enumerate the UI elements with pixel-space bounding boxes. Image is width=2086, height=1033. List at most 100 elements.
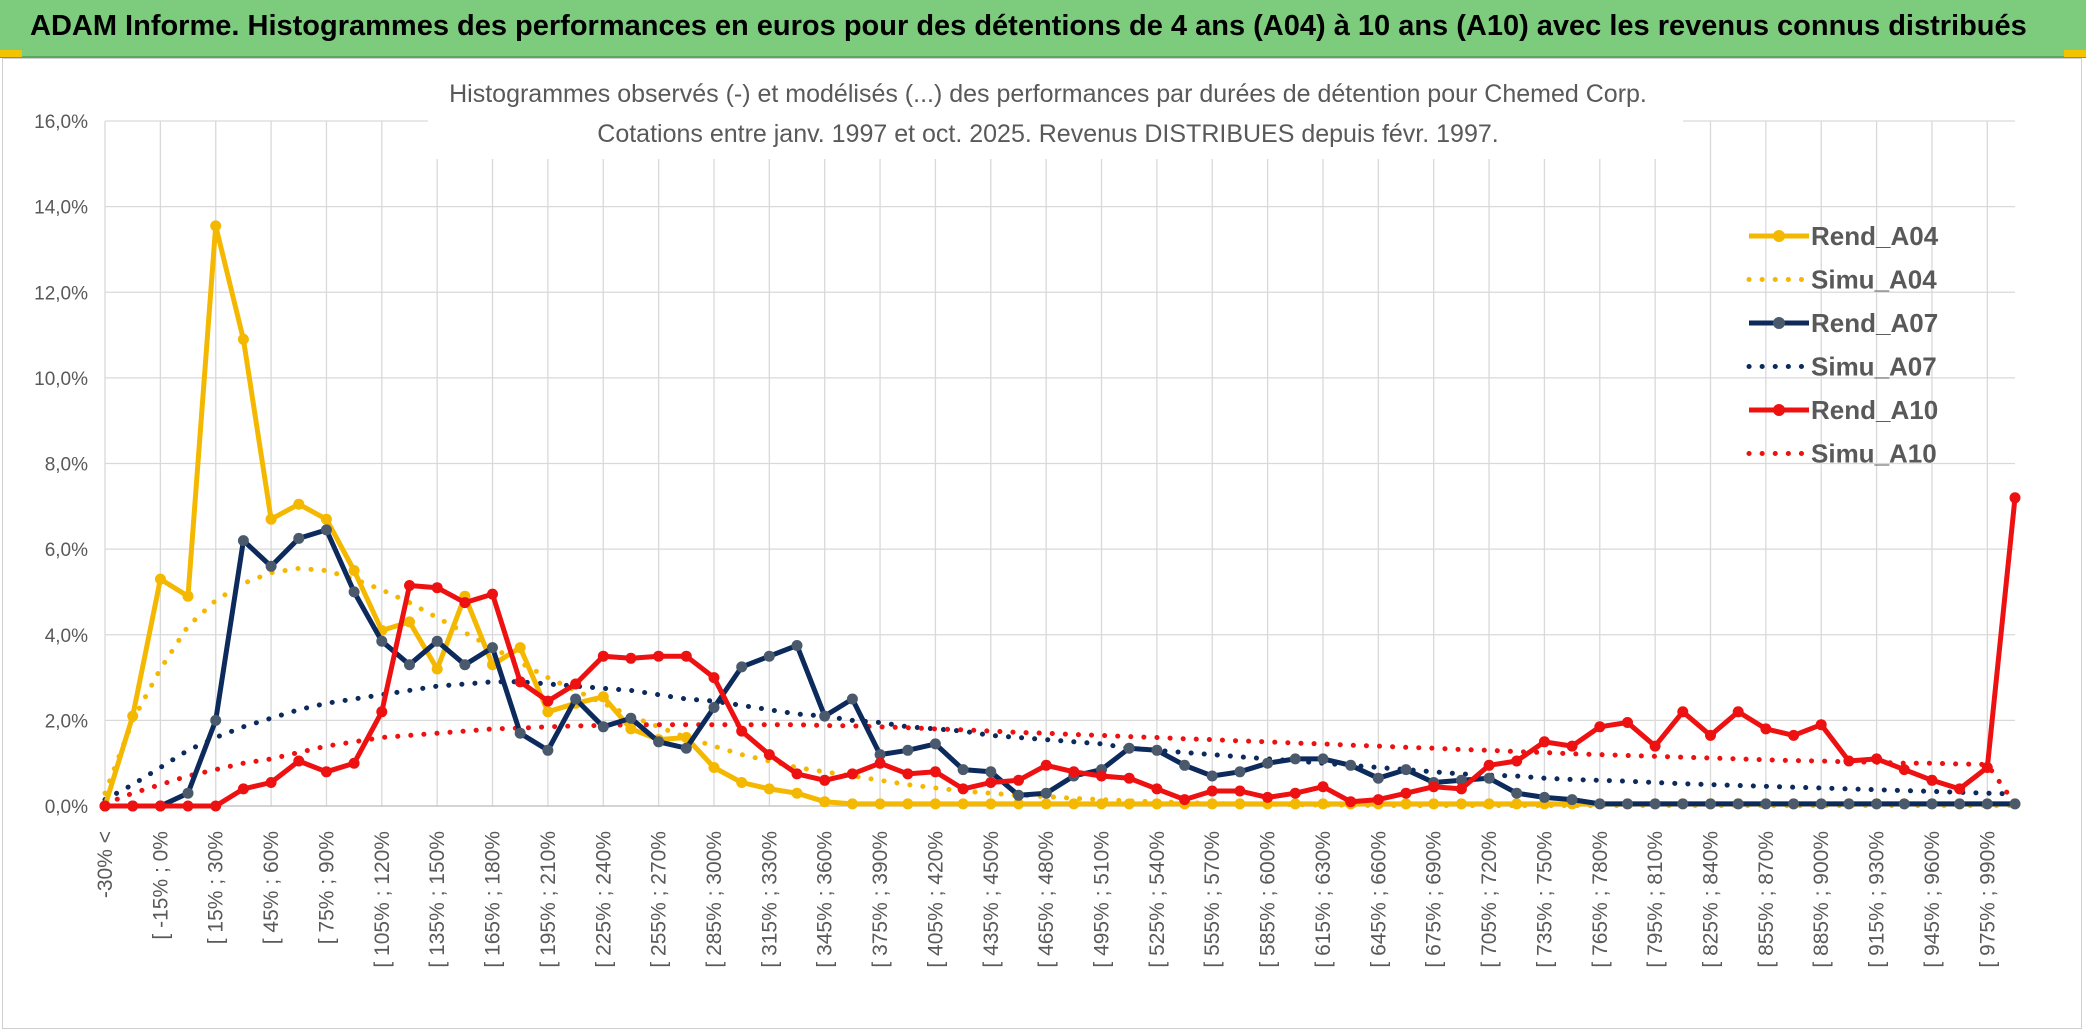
point-rend-a10 [653,650,665,662]
x-tick-label: [ 825% ; 840% [1700,831,1723,968]
point-rend-a10 [819,774,831,786]
point-rend-a04 [819,796,831,808]
chart-title-line1: Histogrammes observés (-) et modélisés (… [449,80,1647,108]
point-rend-a04 [182,590,194,602]
point-rend-a10 [376,706,388,718]
point-rend-a04 [127,710,139,722]
x-tick-label: [ 225% ; 240% [592,831,615,968]
x-tick-label: [ 645% ; 660% [1367,831,1390,968]
point-rend-a10 [487,588,498,600]
point-rend-a10 [1815,719,1827,731]
point-rend-a04 [348,565,360,576]
x-tick-label: [ 795% ; 810% [1644,831,1667,968]
point-rend-a10 [1843,755,1855,767]
x-axis: -30% < [ -15% ; 0% [ 15% ; 30% [ 45% ; 60% [… [94,805,2015,968]
legend-marker-rend-a10 [1773,404,1785,416]
point-rend-a10 [1677,706,1689,718]
x-tick-label: [ 255% ; 270% [648,831,671,968]
point-rend-a10 [902,768,914,780]
point-rend-a07 [1262,757,1274,769]
point-rend-a07 [736,661,748,673]
y-tick-label: 2,0% [45,711,88,732]
point-rend-a07 [846,693,858,705]
point-rend-a10 [2009,492,2021,504]
x-tick-label: [ 135% ; 150% [426,831,449,968]
chart-title: Histogrammes observés (-) et modélisés (… [428,61,1683,159]
y-tick-label: 6,0% [45,540,88,561]
point-rend-a04 [431,663,443,675]
point-rend-a07 [957,764,969,776]
point-rend-a10 [154,800,166,812]
point-rend-a07 [1843,798,1855,810]
point-rend-a04 [1040,798,1052,810]
legend-label-simu-a10: Simu_A10 [1811,439,1937,469]
x-tick-label: [ 75% ; 90% [315,831,338,944]
point-rend-a04 [320,513,332,525]
point-rend-a04 [1483,798,1495,810]
point-rend-a07 [1566,794,1578,806]
point-rend-a07 [1871,798,1883,810]
x-tick-label: [ 195% ; 210% [537,831,560,968]
series-lines [99,220,2021,812]
point-rend-a04 [1428,798,1440,810]
point-rend-a04 [542,706,554,718]
histogram-chart: 0,0% 2,0% 4,0% 6,0% 8,0% 10,0% 12,0% 14,0% 16,0%… [3,59,2081,1028]
x-tick-label: [ -15% ; 0% [149,831,172,940]
x-tick-label: [ 915% ; 930% [1866,831,1889,968]
point-rend-a07 [874,749,886,761]
point-rend-a04 [237,333,249,345]
point-rend-a04 [154,573,166,585]
y-tick-label: 14,0% [34,198,88,219]
point-rend-a10 [1234,785,1246,797]
point-rend-a07 [1179,759,1191,771]
point-rend-a07 [514,727,526,739]
point-rend-a04 [1068,798,1080,810]
point-rend-a07 [1317,753,1329,765]
point-rend-a07 [597,721,609,733]
legend: Rend_A04 Simu_A04 Rend_A07 Simu_A07 Rend_A10… [1746,221,1939,469]
point-rend-a07 [570,693,582,705]
chart-background [3,59,2081,1028]
point-rend-a07 [1760,798,1772,810]
series-rend-a07 [105,527,2015,809]
point-rend-a04 [1151,798,1163,810]
x-tick-label: [ 405% ; 420% [924,831,947,968]
point-rend-a10 [1179,794,1191,806]
corner-accent-left [0,50,22,57]
point-rend-a07 [1013,789,1024,801]
point-rend-a07 [1345,759,1357,771]
legend-marker-rend-a04 [1773,230,1785,242]
point-rend-a10 [1898,764,1910,776]
point-rend-a10 [874,757,886,769]
point-rend-a10 [99,800,111,812]
y-tick-label: 10,0% [34,369,88,390]
point-rend-a04 [597,691,609,703]
point-rend-a10 [1788,729,1800,741]
point-rend-a10 [1622,717,1633,728]
x-tick-label: [ 735% ; 750% [1533,831,1556,968]
point-rend-a10 [957,783,969,795]
point-rend-a10 [1732,706,1744,718]
point-rend-a04 [1289,798,1301,810]
point-rend-a07 [1926,798,1938,810]
point-rend-a10 [1649,740,1661,752]
point-rend-a04 [1013,798,1024,810]
x-tick-label: [ 885% ; 900% [1810,831,1833,968]
x-tick-label: [ 375% ; 390% [869,831,892,968]
x-tick-label: [ 555% ; 570% [1201,831,1224,968]
point-rend-a10 [846,768,858,780]
legend-label-rend-a07: Rend_A07 [1811,308,1938,338]
x-tick-label: [ 345% ; 360% [814,831,837,968]
point-rend-a07 [985,766,997,778]
point-rend-a10 [348,757,360,769]
legend-label-rend-a10: Rend_A10 [1811,395,1938,425]
point-rend-a10 [1013,774,1024,786]
point-rend-a07 [653,736,665,748]
point-rend-a04 [625,723,637,735]
point-rend-a07 [1455,774,1467,786]
point-rend-a10 [293,755,305,767]
point-rend-a10 [1289,787,1301,799]
point-rend-a10 [1981,762,1993,773]
point-rend-a10 [1123,772,1135,784]
point-rend-a04 [791,787,803,799]
